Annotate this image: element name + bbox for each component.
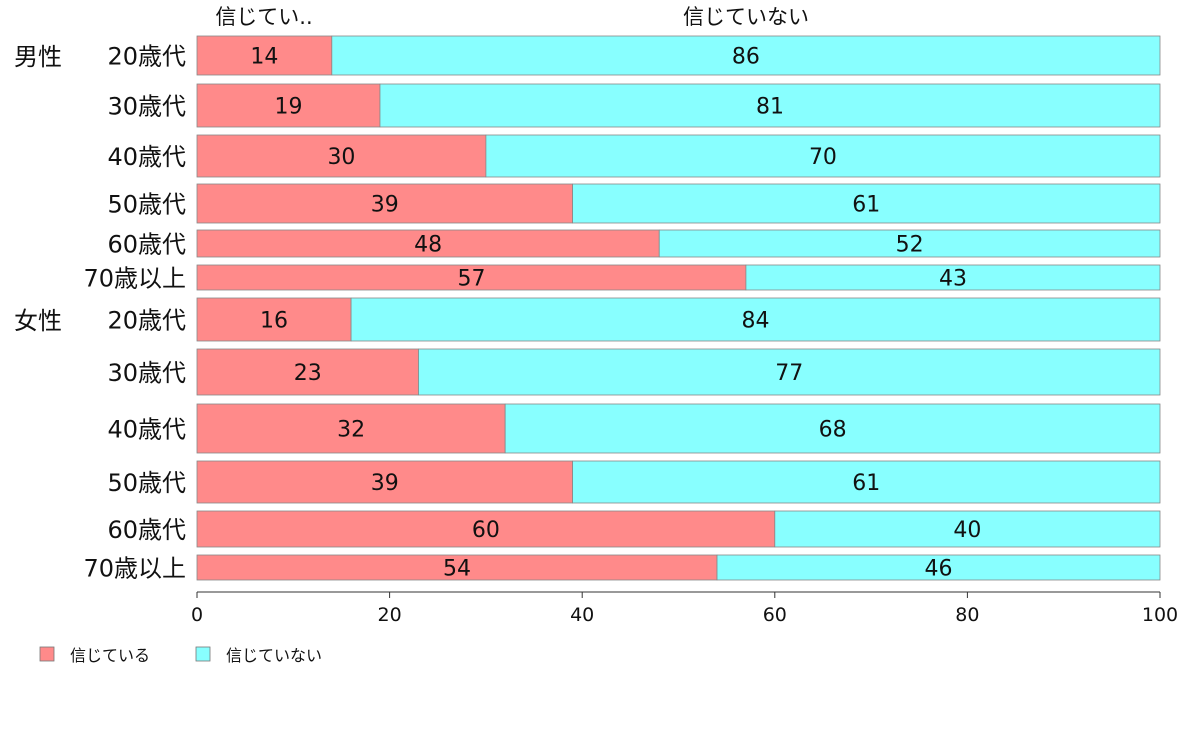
bar-segment-not-believe [350, 297, 1161, 342]
row-label: 70歳以上 [83, 555, 186, 583]
bar-segment-not-believe [572, 460, 1161, 504]
data-label-not-believe: 84 [742, 309, 770, 334]
data-label-not-believe: 61 [852, 471, 880, 496]
data-label-not-believe: 61 [852, 193, 880, 218]
column-headers: 信じてい.. 信じていない [215, 5, 809, 29]
group-label-male: 男性 [14, 43, 62, 71]
bar-segment-not-believe [418, 348, 1161, 396]
row-label: 40歳代 [107, 143, 186, 171]
bar-segment-not-believe [504, 403, 1161, 454]
row-label: 60歳代 [107, 231, 186, 259]
bar-segment-not-believe [379, 83, 1161, 128]
legend: 信じている 信じていない [39, 646, 322, 665]
bar-segment-believe [196, 510, 776, 548]
segment-labels: 14 86 19 81 30 70 39 61 48 52 57 43 16 84 23 77 32 68 39 61… [250, 45, 981, 582]
data-label-believe: 30 [327, 145, 355, 170]
data-label-believe: 14 [250, 45, 278, 70]
data-label-not-believe: 70 [809, 145, 837, 170]
x-tick-label: 100 [1142, 604, 1178, 626]
bar-segment-believe [196, 403, 506, 454]
row-label: 30歳代 [107, 93, 186, 121]
data-label-not-believe: 77 [775, 361, 803, 386]
bar-segment-believe [196, 183, 573, 224]
bar-segment-believe [196, 134, 487, 178]
row-label: 50歳代 [107, 191, 186, 219]
row-label: 60歳代 [107, 516, 186, 544]
bar-segment-believe [196, 460, 573, 504]
row-label: 30歳代 [107, 359, 186, 387]
data-label-not-believe: 46 [925, 557, 953, 582]
x-tick-label: 60 [763, 604, 787, 626]
bar-segment-believe [196, 83, 381, 128]
bar-segment-believe [196, 348, 419, 396]
row-label: 20歳代 [107, 307, 186, 335]
legend-swatch-not-believe [195, 646, 211, 662]
data-label-believe: 54 [443, 557, 471, 582]
data-label-believe: 23 [294, 361, 322, 386]
data-label-believe: 60 [472, 518, 500, 543]
column-header-believe: 信じてい.. [215, 5, 312, 29]
data-label-believe: 57 [457, 267, 485, 292]
group-label-female: 女性 [14, 307, 62, 335]
bar-segment-not-believe [572, 183, 1161, 224]
x-tick-label: 40 [570, 604, 594, 626]
x-tick-label: 20 [378, 604, 402, 626]
x-axis: 0 20 40 60 80 100 [191, 591, 1178, 626]
x-tick-label: 0 [191, 604, 203, 626]
bar-segment-believe [196, 297, 352, 342]
bar-segment-not-believe [331, 35, 1161, 76]
bar-segment-not-believe [745, 264, 1161, 291]
column-header-not-believe: 信じていない [683, 5, 809, 29]
legend-label-not-believe: 信じていない [226, 646, 322, 665]
legend-label-believe: 信じている [70, 646, 150, 665]
data-label-believe: 19 [274, 95, 302, 120]
bar-segment-not-believe [485, 134, 1161, 178]
data-label-not-believe: 81 [756, 95, 784, 120]
data-label-not-believe: 43 [939, 267, 967, 292]
data-label-not-believe: 52 [896, 233, 924, 258]
bar-segment-not-believe [716, 554, 1161, 581]
bar-segment-believe [196, 35, 333, 76]
bar-segment-believe [196, 554, 718, 581]
row-label: 50歳代 [107, 469, 186, 497]
row-label: 20歳代 [107, 43, 186, 71]
data-label-believe: 39 [371, 193, 399, 218]
row-label: 40歳代 [107, 416, 186, 444]
data-label-believe: 39 [371, 471, 399, 496]
bar-segment-not-believe [774, 510, 1161, 548]
data-label-not-believe: 40 [953, 518, 981, 543]
bars [196, 35, 1161, 581]
data-label-believe: 32 [337, 418, 365, 443]
legend-swatch-believe [39, 646, 55, 662]
data-label-believe: 16 [260, 309, 288, 334]
x-tick-label: 80 [955, 604, 979, 626]
row-label: 70歳以上 [83, 265, 186, 293]
bar-segment-not-believe [658, 229, 1161, 258]
row-labels: 20歳代 30歳代 40歳代 50歳代 60歳代 70歳以上 20歳代 30歳代 40歳代 50歳… [83, 43, 186, 583]
data-label-believe: 48 [414, 233, 442, 258]
bar-segment-believe [196, 229, 660, 258]
data-label-not-believe: 86 [732, 45, 760, 70]
group-labels: 男性 女性 [14, 43, 62, 335]
data-label-not-believe: 68 [819, 418, 847, 443]
